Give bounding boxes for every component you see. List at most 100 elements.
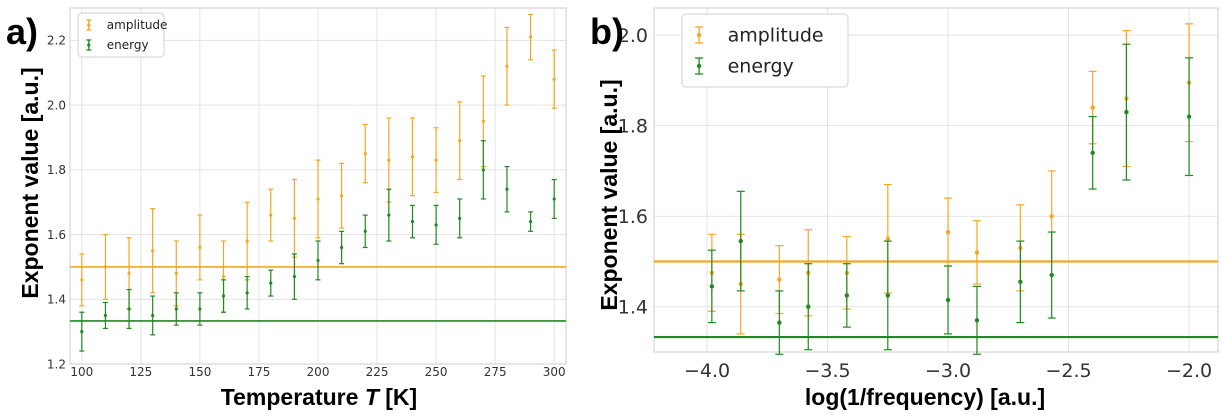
energy-point [885, 293, 890, 298]
amplitude-point [434, 158, 438, 162]
energy-point [387, 213, 391, 217]
y-tick-label: 1.8 [47, 163, 66, 177]
amplitude-point [1090, 105, 1095, 110]
amplitude-point [103, 265, 108, 269]
x-tick-label: 175 [247, 365, 270, 379]
y-tick-label: 1.8 [618, 116, 648, 138]
energy-point [316, 258, 320, 263]
energy-point [127, 307, 131, 311]
x-tick-label: −3.5 [804, 360, 850, 382]
x-tick-label: 125 [129, 365, 152, 379]
y-tick-label: 1.4 [47, 293, 66, 307]
amplitude-legend-marker [87, 23, 91, 27]
panel-b: −4.0 −3.5 −3.0 −2.5 −2.0 1.4 1.6 1.8 2.0 amplitu… [590, 7, 1219, 410]
amplitude-point [481, 119, 485, 123]
amplitude-point [528, 35, 533, 39]
x-axis-label-suffix: [K] [379, 384, 417, 410]
energy-point [340, 245, 344, 250]
amplitude-legend-marker [696, 32, 702, 38]
x-axis-label: Temperature T [K] [221, 384, 417, 410]
tick-labels: −4.0 −3.5 −3.0 −2.5 −2.0 1.4 1.6 1.8 2.0 [618, 25, 1212, 382]
amplitude-point [387, 158, 391, 162]
y-tick-label: 2.0 [47, 98, 66, 112]
energy-point [777, 320, 782, 325]
amplitude-point [363, 152, 367, 156]
legend-label: energy [107, 38, 149, 52]
panel-a: 100 125 150 175 200 225 250 275 300 1.2 1.4 1.6 1.8 2… [6, 7, 567, 410]
energy-point [1090, 150, 1095, 156]
amplitude-point [340, 194, 344, 198]
amplitude-point [316, 197, 320, 201]
x-tick-label: −4.0 [684, 360, 730, 382]
legend: amplitude energy [681, 13, 849, 88]
tick-labels: 100 125 150 175 200 225 250 275 300 1.2 1.4 1.6 1.8 2… [47, 34, 566, 379]
energy-point [174, 307, 178, 311]
y-tick-label: 2.2 [47, 34, 66, 48]
y-axis-label: Exponent value [a.u.] [17, 67, 43, 298]
legend-label: amplitude [728, 25, 824, 47]
amplitude-point [552, 77, 556, 81]
y-tick-label: 1.2 [47, 357, 66, 371]
amplitude-point [885, 236, 890, 242]
x-axis-label-prefix: Temperature [221, 384, 365, 410]
energy-legend-marker [87, 43, 91, 47]
amplitude-point [80, 278, 84, 282]
energy-point [80, 330, 84, 334]
energy-point [1018, 279, 1023, 285]
energy-point [198, 307, 202, 311]
energy-point [1124, 109, 1129, 115]
energy-point [709, 284, 715, 289]
energy-point [458, 216, 462, 220]
energy-point [481, 168, 485, 172]
energy-point [1186, 114, 1192, 119]
energy-point [410, 220, 415, 224]
reference-lines [654, 260, 1218, 339]
x-tick-label: 250 [425, 365, 448, 379]
energy-point [363, 229, 367, 233]
x-tick-label: 100 [70, 365, 93, 379]
energy-point [292, 275, 296, 279]
x-tick-label: −3.0 [925, 360, 971, 382]
y-tick-label: 1.6 [618, 206, 648, 228]
legend-box [681, 13, 849, 88]
amplitude-point [269, 213, 273, 217]
data-marks [707, 23, 1194, 355]
energy-point [434, 223, 438, 227]
legend-label: energy [728, 56, 794, 78]
x-tick-label: 300 [543, 365, 566, 379]
energy-point [1049, 272, 1054, 278]
x-axis-label: log(1/frequency) [a.u.] [805, 384, 1045, 410]
energy-point [151, 313, 155, 318]
energy-point [103, 313, 108, 318]
amplitude-point [221, 275, 226, 279]
panel-label: a) [6, 11, 38, 52]
legend-box [77, 12, 165, 58]
energy-point [245, 291, 249, 295]
energy-point [844, 293, 850, 298]
energy-point [552, 197, 556, 201]
amplitude-point [198, 245, 202, 250]
x-tick-label: 200 [307, 365, 330, 379]
amplitude-point [974, 250, 980, 255]
legend-label: amplitude [107, 18, 168, 32]
plot-frame [69, 7, 567, 365]
x-tick-label: 275 [484, 365, 507, 379]
amplitude-point [174, 271, 178, 275]
amplitude-point [245, 239, 249, 243]
amplitude-point [458, 139, 462, 143]
energy-legend-marker [696, 63, 702, 69]
energy-point [505, 187, 509, 191]
energy-point [945, 297, 951, 303]
x-tick-label: −2.0 [1166, 360, 1212, 382]
x-tick-label: 150 [188, 365, 211, 379]
plot-frame [653, 7, 1219, 353]
x-tick-label: 225 [366, 365, 389, 379]
y-tick-label: 1.4 [618, 297, 648, 319]
amplitude-point [505, 64, 509, 68]
energy-point [221, 294, 226, 298]
amplitude-point [1049, 214, 1054, 219]
y-tick-label: 1.6 [47, 228, 66, 242]
amplitude-point [945, 229, 951, 235]
panel-label: b) [590, 11, 624, 52]
